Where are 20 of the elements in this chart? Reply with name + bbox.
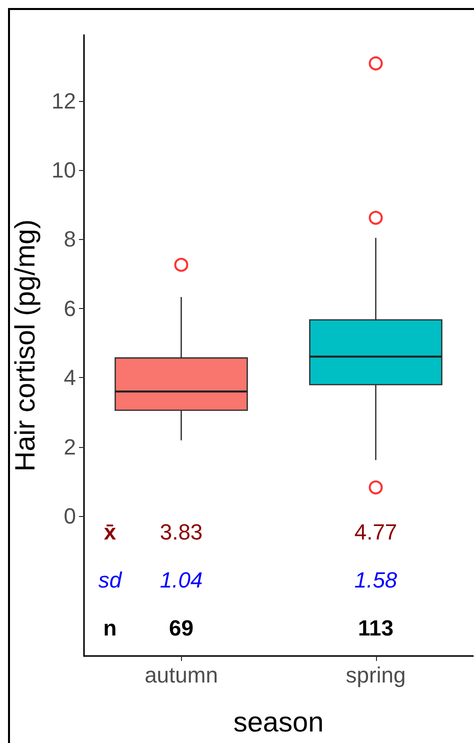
y-tick-label: 6 [64, 296, 76, 321]
annotation: 1.04 [160, 568, 203, 592]
y-tick-label: 0 [64, 504, 76, 529]
y-tick-label: 8 [64, 226, 76, 252]
y-tick-label: 2 [64, 434, 76, 460]
annotation: 1.58 [354, 568, 398, 592]
annotation: 69 [169, 616, 194, 640]
annotation: n [103, 616, 117, 640]
y-axis-title: Hair cortisol (pg/mg) [10, 219, 40, 472]
y-tick-label: 12 [52, 88, 76, 114]
annotation: 3.83 [160, 520, 203, 544]
y-tick-label: 4 [64, 365, 76, 390]
x-tick-label: autumn [144, 662, 218, 688]
x-axis-title: season [233, 706, 324, 738]
annotation: 113 [358, 616, 394, 640]
annotation: x̄ [104, 520, 117, 544]
x-tick-label: spring [346, 662, 406, 688]
y-tick-label: 10 [52, 158, 76, 182]
annotation: sd [98, 568, 122, 592]
annotation: 4.77 [354, 520, 398, 544]
